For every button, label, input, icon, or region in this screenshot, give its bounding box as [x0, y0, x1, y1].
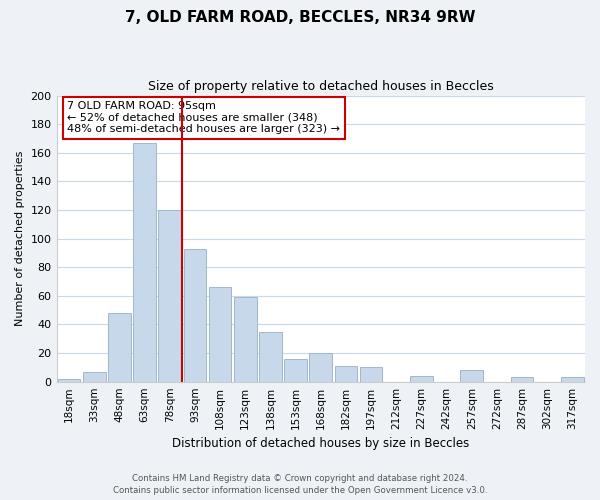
Bar	[83, 372, 106, 382]
Bar	[234, 298, 257, 382]
Bar	[284, 359, 307, 382]
Bar	[108, 313, 131, 382]
Bar	[410, 376, 433, 382]
Y-axis label: Number of detached properties: Number of detached properties	[15, 151, 25, 326]
Text: Contains HM Land Registry data © Crown copyright and database right 2024.
Contai: Contains HM Land Registry data © Crown c…	[113, 474, 487, 495]
Bar	[209, 288, 232, 382]
Bar	[511, 378, 533, 382]
Title: Size of property relative to detached houses in Beccles: Size of property relative to detached ho…	[148, 80, 494, 93]
Bar	[310, 353, 332, 382]
X-axis label: Distribution of detached houses by size in Beccles: Distribution of detached houses by size …	[172, 437, 469, 450]
Text: 7, OLD FARM ROAD, BECCLES, NR34 9RW: 7, OLD FARM ROAD, BECCLES, NR34 9RW	[125, 10, 475, 25]
Bar	[360, 368, 382, 382]
Bar	[184, 248, 206, 382]
Text: 7 OLD FARM ROAD: 95sqm
← 52% of detached houses are smaller (348)
48% of semi-de: 7 OLD FARM ROAD: 95sqm ← 52% of detached…	[67, 102, 340, 134]
Bar	[561, 378, 584, 382]
Bar	[133, 143, 156, 382]
Bar	[58, 379, 80, 382]
Bar	[259, 332, 282, 382]
Bar	[158, 210, 181, 382]
Bar	[460, 370, 483, 382]
Bar	[335, 366, 357, 382]
